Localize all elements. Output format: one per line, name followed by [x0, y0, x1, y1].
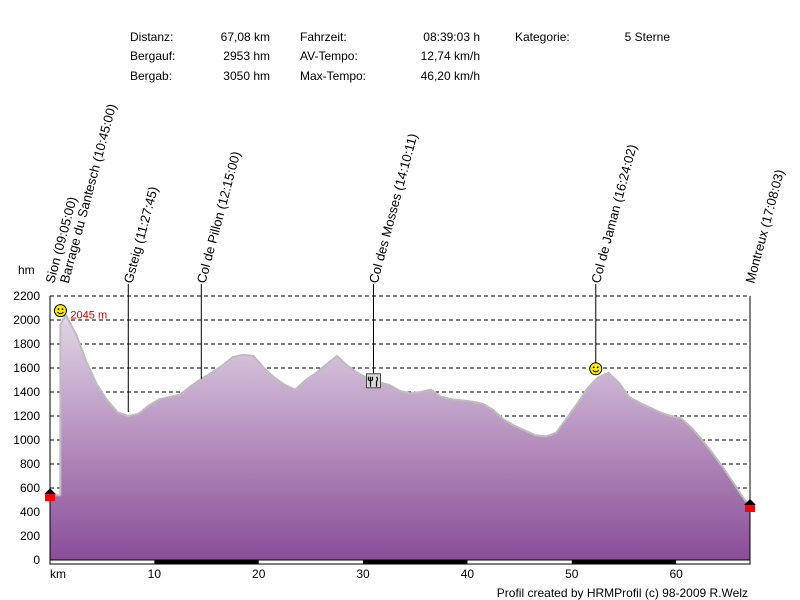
waypoint-label: Col des Mosses (14:10:11): [366, 132, 420, 285]
y-tick-label: 1800: [13, 337, 40, 351]
x-tick-label: 40: [461, 567, 475, 581]
stat-value: 3050 hm: [223, 69, 270, 83]
waypoints-layer: Sion (09:05:00)Barrage du Santesch (10:4…: [42, 102, 787, 412]
x-tick-label: 10: [148, 567, 162, 581]
stat-value: 46,20 km/h: [420, 69, 480, 83]
y-tick-label: 2200: [13, 289, 40, 303]
y-tick-label: 600: [20, 481, 40, 495]
x-tick-label: 50: [565, 567, 579, 581]
smiley-icon: [53, 304, 67, 318]
stat-label: Bergauf:: [130, 49, 176, 63]
footer-credit: Profil created by HRMProfil (c) 98-2009 …: [497, 586, 748, 600]
stat-value: 67,08 km: [220, 30, 270, 44]
x-tick-label: 60: [669, 567, 683, 581]
stat-value: 2953 hm: [223, 49, 270, 63]
y-axis-label: hm: [18, 263, 35, 277]
elevation-area: [50, 314, 750, 560]
markers-layer: 2045 m: [44, 304, 756, 512]
waypoint-label: Col de Jaman (16:24:02): [588, 143, 640, 285]
x-tick-label: 30: [356, 567, 370, 581]
route-statistics: Distanz: 67,08 km Fahrzeit: 08:39:03 h Kateg…: [0, 0, 800, 90]
waypoint-label: Barrage du Santesch (10:45:00): [57, 102, 119, 285]
stat-label: AV-Tempo:: [300, 49, 358, 63]
x-axis-bar-segment: [571, 560, 677, 564]
y-tick-label: 1000: [13, 433, 40, 447]
x-axis-label: km: [50, 567, 66, 581]
y-tick-label: 1600: [13, 361, 40, 375]
end-flag-icon: [744, 499, 756, 512]
restaurant-icon: [365, 373, 381, 389]
waypoint-label: Gsteig (11:27:45): [121, 185, 161, 285]
stat-value: 5 Sterne: [624, 30, 670, 44]
smiley-icon: [589, 362, 603, 376]
stat-value: 08:39:03 h: [423, 30, 480, 44]
axes-layer: 0 200 400 600 800 1000 1200 1400 1600 1800 2000 220…: [13, 263, 751, 581]
waypoint-label: Montreux (17:08:03): [742, 168, 787, 285]
stat-label: Max-Tempo:: [300, 69, 367, 83]
y-tick-label: 1400: [13, 385, 40, 399]
x-tick-label: 20: [252, 567, 266, 581]
stat-value: 12,74 km/h: [420, 49, 480, 63]
y-tick-label: 2000: [13, 313, 40, 327]
y-tick-label: 400: [20, 505, 40, 519]
y-tick-label: 0: [33, 553, 40, 567]
x-axis-bar-segment: [363, 560, 468, 564]
start-flag-icon: [44, 488, 56, 502]
y-tick-label: 800: [20, 457, 40, 471]
stat-label: Kategorie:: [515, 30, 570, 44]
y-tick-label: 1200: [13, 409, 40, 423]
x-axis-bar-segment: [154, 560, 259, 564]
max-elevation-label: 2045 m: [70, 310, 107, 322]
waypoint-label: Col de Pillon (12:15:00): [194, 150, 244, 285]
stat-label: Distanz:: [130, 30, 174, 44]
elevation-line: [50, 312, 751, 507]
y-tick-label: 200: [20, 529, 40, 543]
stat-label: Bergab:: [130, 69, 173, 83]
stat-label: Fahrzeit:: [300, 30, 347, 44]
profile-layer: [50, 312, 751, 560]
